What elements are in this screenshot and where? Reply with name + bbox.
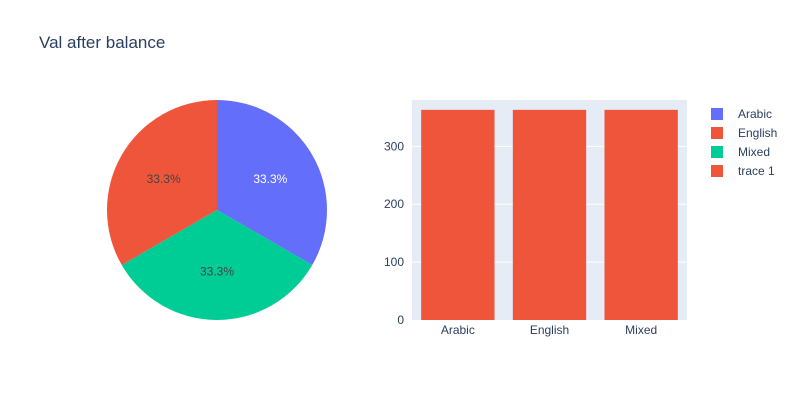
- legend-label: English: [738, 126, 777, 140]
- y-tick-label: 100: [384, 255, 404, 269]
- legend-label: Arabic: [738, 107, 772, 121]
- pie-slice-mixed: [121, 210, 313, 320]
- pie-percent-label: 33.3%: [147, 172, 181, 186]
- pie-chart: 33.3% 33.3% 33.3%: [107, 100, 327, 320]
- legend-swatch: [711, 165, 723, 177]
- bar-mixed: [604, 109, 678, 320]
- bar-english: [512, 109, 587, 320]
- legend-swatch: [711, 108, 723, 120]
- chart-title: Val after balance: [39, 33, 166, 52]
- legend-swatch: [711, 127, 723, 139]
- y-tick-label: 300: [384, 139, 404, 153]
- legend-swatch: [711, 146, 723, 158]
- y-tick-label: 200: [384, 197, 404, 211]
- pie-slice-english: [107, 100, 217, 265]
- legend-label: Mixed: [738, 145, 770, 159]
- x-tick-label: Arabic: [441, 323, 475, 337]
- pie-percent-label: 33.3%: [253, 172, 287, 186]
- bar-chart: 0 100 200 300 Arabic English Mixed: [384, 100, 687, 337]
- pie-slice-arabic: [217, 100, 327, 265]
- x-tick-label: Mixed: [625, 323, 657, 337]
- y-tick-label: 0: [397, 313, 404, 327]
- bar-arabic: [421, 109, 495, 320]
- legend: Arabic English Mixed trace 1: [711, 107, 777, 178]
- x-tick-label: English: [530, 323, 569, 337]
- legend-label: trace 1: [738, 164, 775, 178]
- pie-percent-label: 33.3%: [200, 265, 234, 279]
